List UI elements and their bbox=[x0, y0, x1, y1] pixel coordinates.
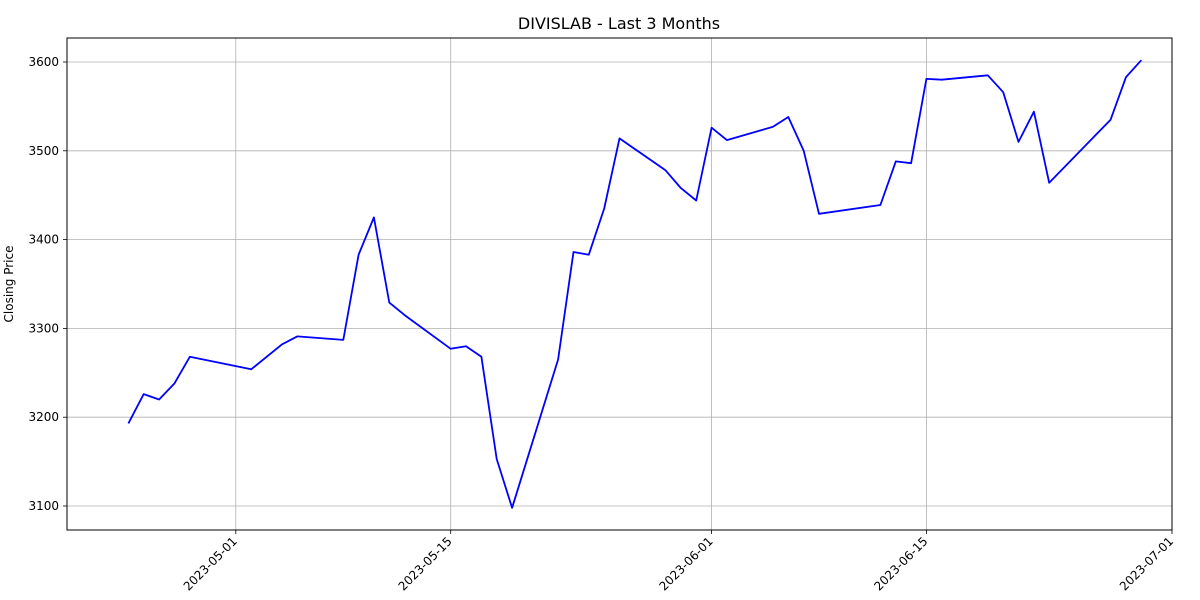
y-tick-label: 3200 bbox=[28, 410, 59, 424]
x-tick-label: 2023-06-01 bbox=[657, 534, 716, 593]
y-axis-ticks: 3100 3200 3300 3400 3500 3600 bbox=[28, 55, 67, 513]
y-tick-label: 3300 bbox=[28, 321, 59, 335]
y-axis-label: Closing Price bbox=[2, 246, 16, 323]
y-tick-label: 3500 bbox=[28, 144, 59, 158]
x-axis-ticks: 2023-05-01 2023-05-15 2023-06-01 2023-06-15… bbox=[181, 530, 1176, 593]
x-tick-label: 2023-07-01 bbox=[1117, 534, 1176, 593]
y-tick-label: 3400 bbox=[28, 233, 59, 247]
x-tick-label: 2023-05-15 bbox=[396, 534, 455, 593]
y-tick-label: 3600 bbox=[28, 55, 59, 69]
series-line-closing-price bbox=[127, 59, 1142, 509]
plot-frame bbox=[66, 37, 1173, 531]
grid-lines bbox=[67, 38, 1173, 530]
x-tick-label: 2023-05-01 bbox=[181, 534, 240, 593]
chart-title: DIVISLAB - Last 3 Months bbox=[518, 14, 720, 33]
x-tick-label: 2023-06-15 bbox=[871, 534, 930, 593]
y-tick-label: 3100 bbox=[28, 499, 59, 513]
